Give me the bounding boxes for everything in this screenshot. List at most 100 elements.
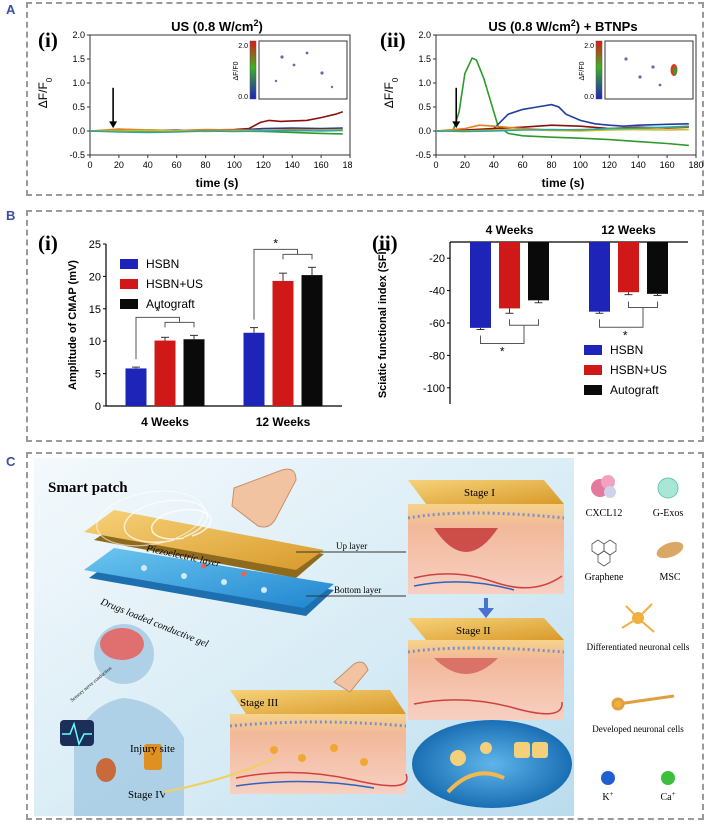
g-exos-label: G-Exos <box>653 508 684 519</box>
category-label: 12 Weeks <box>256 415 311 429</box>
legend-swatch <box>584 345 602 355</box>
sig-bracket-inner <box>164 321 195 328</box>
developed-neuron-icon <box>611 694 675 711</box>
x-tick-label: 80 <box>547 160 557 170</box>
y-tick-label: 2.0 <box>418 30 431 40</box>
bar-hsbn <box>470 242 491 328</box>
inset-min: 0.0 <box>584 94 594 101</box>
x-tick-label: 40 <box>489 160 499 170</box>
y-tick-label: -40 <box>429 286 445 298</box>
legend-swatch <box>120 279 138 289</box>
bar-hsbn-plus-us <box>618 242 639 293</box>
stimulus-arrow-head <box>452 121 461 129</box>
y-tick-label: 0.5 <box>418 102 431 112</box>
series-line-blue <box>436 103 689 132</box>
y-tick-label: 5 <box>95 369 101 381</box>
y-axis-label: Sciatic functional index (SFI) <box>377 247 389 398</box>
legend-label: HSBN <box>610 343 643 357</box>
differentiated-neuron-label: Differentiated neuronal cells <box>587 642 690 652</box>
sig-bracket-outer <box>253 248 298 320</box>
y-tick-label: 20 <box>89 271 101 283</box>
smart-patch-title: Smart patch <box>48 480 128 496</box>
legend-swatch <box>584 365 602 375</box>
smart-patch-layers <box>84 490 334 616</box>
panel-c-label: C <box>6 454 16 469</box>
bar-hsbn <box>243 332 265 406</box>
graphene-label: Graphene <box>585 572 624 583</box>
sub-label-a-ii: (ii) <box>380 28 406 52</box>
stimulus-arrow-head <box>109 121 118 129</box>
legend-label: HSBN <box>146 257 179 271</box>
bar-autograft <box>528 242 549 301</box>
inset-min: 0.0 <box>238 94 248 101</box>
stage-4-label: Stage IV <box>128 789 167 801</box>
x-tick-label: 60 <box>172 160 182 170</box>
msc-icon <box>656 541 684 559</box>
sig-bracket-inner <box>628 301 658 308</box>
schematic-illustration: Smart patch Piezoelectric layer Drugs lo… <box>34 458 574 816</box>
legend-label: HSBN+US <box>610 363 667 377</box>
panel-c <box>26 452 704 820</box>
x-tick-label: 160 <box>660 160 675 170</box>
bar-hsbn-plus-us <box>272 280 294 406</box>
chart-title-a-ii: US (0.8 W/cm2) + BTNPs <box>488 18 637 34</box>
bar-autograft <box>183 339 205 406</box>
x-tick-label: 140 <box>631 160 646 170</box>
human-silhouette <box>60 624 184 816</box>
sig-bracket-outer <box>480 325 525 344</box>
y-tick-label: 1.0 <box>418 78 431 88</box>
x-tick-label: 0 <box>87 160 92 170</box>
inset-max: 2.0 <box>238 43 248 50</box>
x-tick-label: 120 <box>256 160 271 170</box>
y-tick-label: -20 <box>429 253 445 265</box>
bottom-layer-label: Bottom layer <box>334 585 381 595</box>
x-tick-label: 100 <box>227 160 242 170</box>
significance-star: * <box>500 344 505 358</box>
panel-a <box>26 2 704 196</box>
differentiated-neuron-icon <box>621 603 655 633</box>
y-tick-label: 0.5 <box>72 102 85 112</box>
line-chart-a-i: (i) US (0.8 W/cm2) ΔF/F0 time (s) 2.0 0.… <box>36 18 352 190</box>
x-tick-label: 160 <box>314 160 329 170</box>
stage-2-illustration <box>407 618 565 720</box>
legend-label: Autograft <box>610 383 659 397</box>
bar-chart-b-i: (i) 0 5 10 15 20 25 Amplitude of CMAP (mV) 4 We… <box>38 231 342 429</box>
inset-label: ΔF/F0 <box>233 61 240 80</box>
bar-hsbn-plus-us <box>154 340 176 406</box>
x-tick-label: 180 <box>342 160 352 170</box>
potassium-label: K+ <box>602 790 613 803</box>
category-label: 12 Weeks <box>601 223 656 237</box>
y-tick-label: 1.0 <box>72 78 85 88</box>
inset-heatmap-a-ii: 2.0 0.0 ΔF/F0 <box>579 40 694 101</box>
legend-label: Autograft <box>146 297 195 311</box>
x-tick-label: 140 <box>285 160 300 170</box>
potassium-ion-icon <box>601 771 615 785</box>
panel-b <box>26 210 704 442</box>
legend-label: HSBN+US <box>146 277 203 291</box>
category-label: 4 Weeks <box>486 223 534 237</box>
inset-heatmap-a-i: 2.0 0.0 ΔF/F0 <box>233 40 348 101</box>
y-axis-label-a-ii: ΔF/F0 <box>382 77 400 108</box>
y-tick-label: -60 <box>429 318 445 330</box>
series-line-teal <box>89 129 343 134</box>
cxcl12-icon <box>591 475 616 498</box>
calcium-ion-icon <box>661 771 675 785</box>
bar-chart-b-ii: (ii) -20 -40 -60 -80 -100 Sciatic functional … <box>372 223 688 404</box>
stage-3-illustration <box>229 661 408 794</box>
x-axis-label-a-ii: time (s) <box>542 176 585 190</box>
bar-hsbn-plus-us <box>499 242 520 309</box>
y-tick-label: 0 <box>95 401 101 413</box>
x-tick-label: 40 <box>143 160 153 170</box>
chart-title-a-i: US (0.8 W/cm2) <box>171 18 263 34</box>
sig-bracket-inner <box>509 319 539 326</box>
significance-star: * <box>623 328 628 342</box>
stage-1-illustration <box>407 480 565 594</box>
y-axis-label: Amplitude of CMAP (mV) <box>67 260 79 390</box>
series-line-teal <box>435 125 689 133</box>
bar-hsbn <box>589 242 610 312</box>
y-tick-label: -80 <box>429 350 445 362</box>
bar-hsbn <box>125 368 147 406</box>
legend-swatch <box>120 299 138 309</box>
sig-bracket-outer <box>599 307 644 328</box>
y-tick-label: 15 <box>89 304 101 316</box>
